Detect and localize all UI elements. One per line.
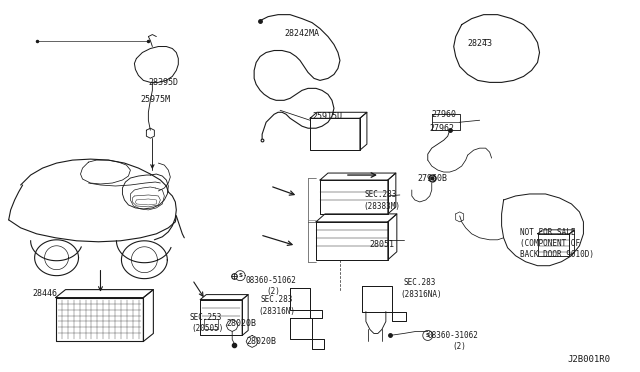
Text: SEC.253: SEC.253 xyxy=(189,312,221,321)
Text: 28020B: 28020B xyxy=(246,337,276,346)
Text: BACK DOOR 9010D): BACK DOOR 9010D) xyxy=(520,250,593,259)
Text: (28383M): (28383M) xyxy=(363,202,400,211)
Text: S: S xyxy=(426,333,430,338)
Text: (COMPONENT OF: (COMPONENT OF xyxy=(520,239,580,248)
Text: 27960B: 27960B xyxy=(418,174,448,183)
Text: 27962: 27962 xyxy=(430,124,455,133)
Text: 27960: 27960 xyxy=(432,110,457,119)
Text: 08360-31062: 08360-31062 xyxy=(428,331,479,340)
Text: J2B001R0: J2B001R0 xyxy=(568,355,611,364)
Text: 08360-51062: 08360-51062 xyxy=(245,276,296,285)
Text: 28020B: 28020B xyxy=(226,320,256,328)
Text: 28395D: 28395D xyxy=(148,78,179,87)
Text: 28051: 28051 xyxy=(370,240,395,249)
Text: SEC.283: SEC.283 xyxy=(260,295,292,304)
Text: 28243: 28243 xyxy=(468,39,493,48)
Text: NOT FOR SALE: NOT FOR SALE xyxy=(520,228,575,237)
Text: (20505): (20505) xyxy=(191,324,223,333)
Text: (2): (2) xyxy=(266,286,280,296)
Text: (28316N): (28316N) xyxy=(258,307,295,315)
Text: S: S xyxy=(238,273,242,278)
Text: (28316NA): (28316NA) xyxy=(401,290,442,299)
Text: (2): (2) xyxy=(452,342,467,352)
Text: 28446: 28446 xyxy=(33,289,58,298)
Text: SEC.283: SEC.283 xyxy=(365,190,397,199)
Text: 25975M: 25975M xyxy=(140,95,170,104)
Text: SEC.283: SEC.283 xyxy=(404,278,436,287)
Text: 28242MA: 28242MA xyxy=(284,29,319,38)
Text: 25915U: 25915U xyxy=(312,112,342,121)
